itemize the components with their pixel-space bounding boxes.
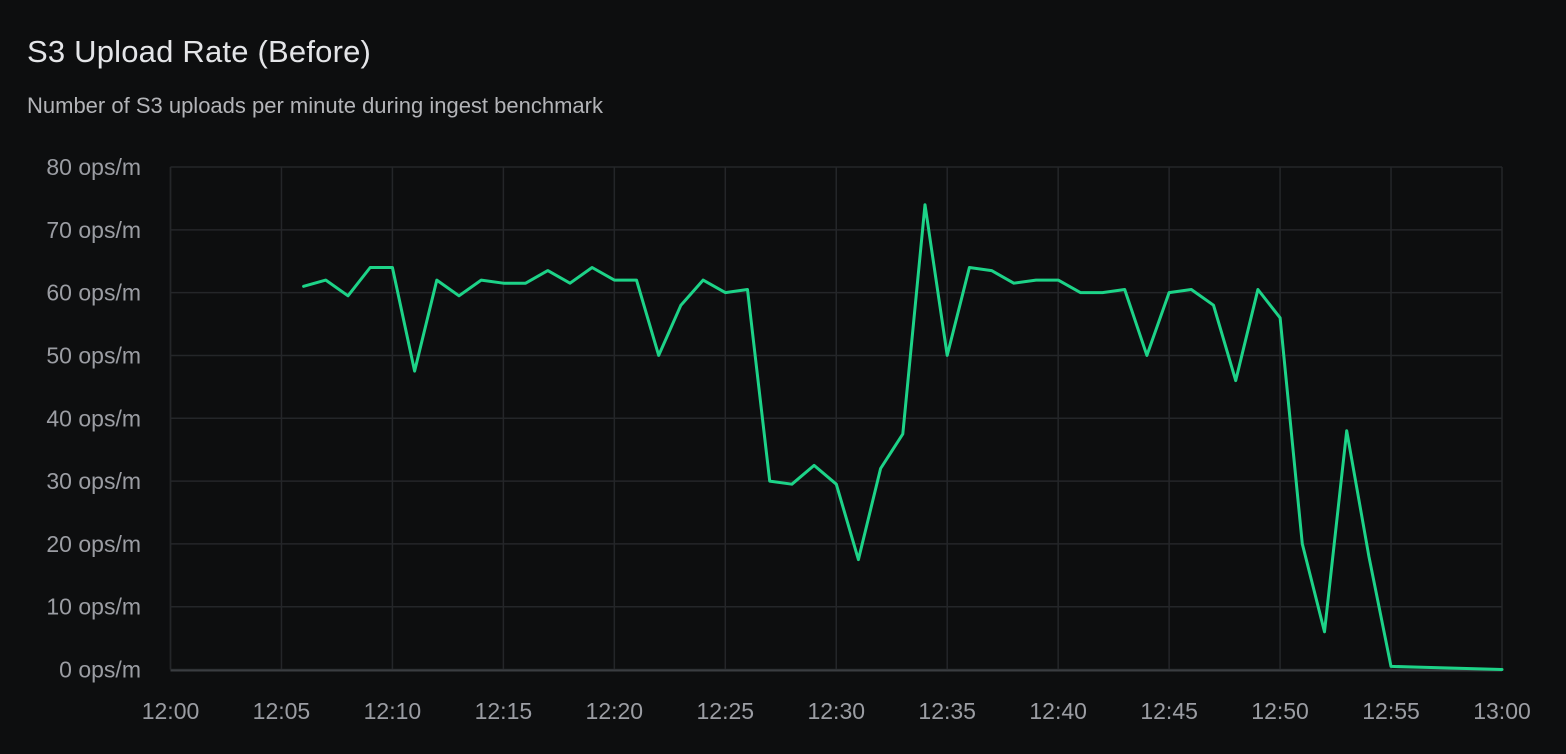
grid-lines (169, 166, 1503, 671)
x-tick-label: 12:30 (807, 698, 865, 724)
series-line (302, 203, 1504, 671)
y-tick-label: 80 ops/m (46, 154, 141, 180)
y-tick-label: 70 ops/m (46, 217, 141, 243)
series-lines (302, 203, 1504, 671)
y-tick-label: 10 ops/m (46, 594, 141, 620)
x-tick-label: 12:05 (253, 698, 311, 724)
x-tick-label: 12:00 (142, 698, 200, 724)
x-tick-label: 12:40 (1029, 698, 1087, 724)
y-axis-labels: 80 ops/m 70 ops/m 60 ops/m 50 ops/m 40 ops/m… (46, 154, 141, 683)
x-tick-label: 12:15 (475, 698, 533, 724)
panel-subtitle: Number of S3 uploads per minute during i… (27, 93, 603, 118)
y-tick-label: 20 ops/m (46, 531, 141, 557)
x-tick-label: 12:10 (364, 698, 422, 724)
x-tick-label: 12:55 (1362, 698, 1420, 724)
y-tick-label: 30 ops/m (46, 468, 141, 494)
x-axis-labels: 12:00 12:05 12:10 12:15 12:20 12:25 12:30 12:35… (142, 698, 1531, 724)
axis-lines (169, 167, 1502, 672)
y-tick-label: 60 ops/m (46, 280, 141, 306)
x-tick-label: 12:45 (1140, 698, 1198, 724)
x-tick-label: 12:50 (1251, 698, 1309, 724)
y-tick-label: 0 ops/m (59, 657, 141, 683)
panel-title: S3 Upload Rate (Before) (27, 34, 372, 69)
y-tick-label: 40 ops/m (46, 405, 141, 431)
x-tick-label: 12:35 (918, 698, 976, 724)
x-tick-label: 12:25 (697, 698, 755, 724)
x-tick-label: 12:20 (586, 698, 644, 724)
y-tick-label: 50 ops/m (46, 342, 141, 368)
x-tick-label: 13:00 (1473, 698, 1531, 724)
